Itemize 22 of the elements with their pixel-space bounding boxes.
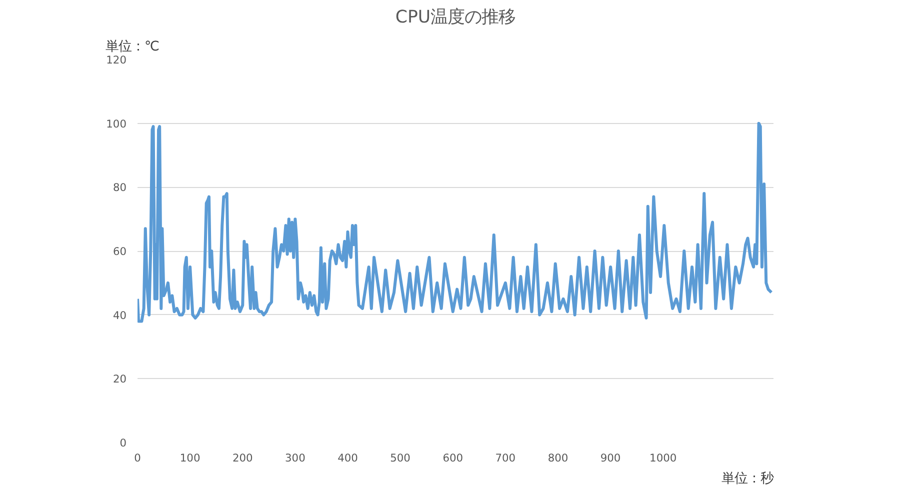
x-tick-label: 100 [180,452,200,464]
y-tick-label: 120 [106,54,127,66]
x-tick-label: 200 [232,452,254,464]
chart-title: CPU温度の推移 [395,8,516,28]
x-tick-label: 300 [285,452,306,464]
x-tick-label: 400 [338,452,358,464]
line-series [138,122,773,323]
x-tick-label: 600 [442,452,464,464]
y-tick-label: 0 [120,436,127,450]
y-tick-label: 40 [112,308,127,322]
x-axis-title: 単位：秒 [722,472,774,486]
y-tick-label: 60 [112,245,127,258]
x-tick-label: 900 [600,452,621,464]
x-tick-label: 800 [548,452,568,464]
y-tick-label: 20 [112,372,127,386]
y-axis-title: 単位：℃ [106,40,160,54]
x-tick-label: 0 [134,452,142,464]
y-tick-label: 100 [106,117,127,130]
x-tick-label: 1000 [650,452,677,464]
x-tick-label: 700 [495,452,516,464]
y-tick-label: 80 [112,181,127,194]
x-tick-label: 500 [390,452,411,464]
